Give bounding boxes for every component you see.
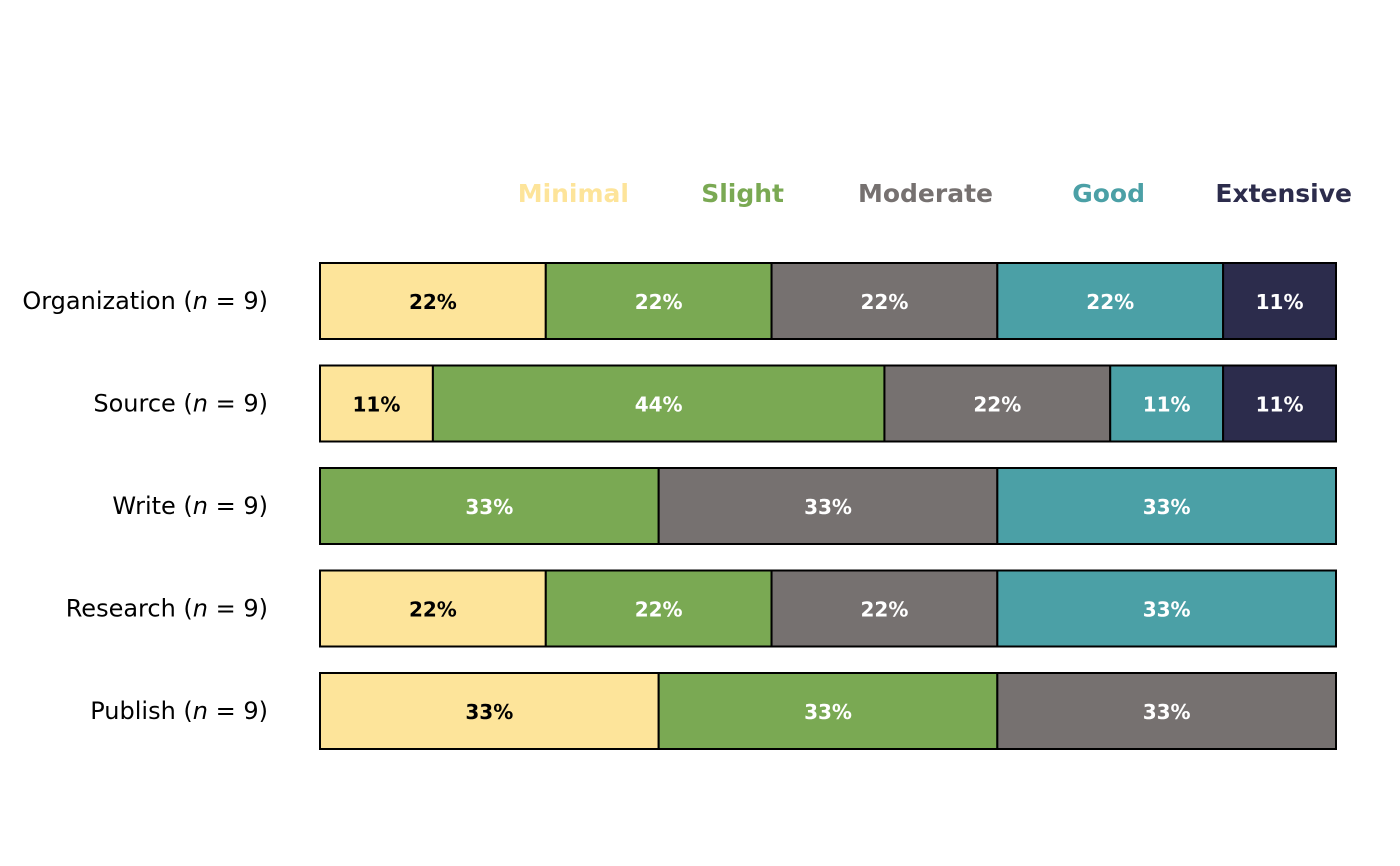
bar-segment-research-minimal <box>319 569 547 648</box>
row-label-write: Write (n = 9) <box>112 492 268 520</box>
data-label-write-slight: 33% <box>465 495 513 519</box>
data-label-organization-moderate: 22% <box>861 290 909 314</box>
bar-segment-source-slight <box>431 364 886 443</box>
bar-segment-publish-minimal <box>319 672 660 750</box>
row-labels: Organization (n = 9) Source (n = 9) Write … <box>22 287 268 725</box>
bar-segment-write-good <box>996 467 1337 545</box>
bar-segment-source-good <box>1109 364 1225 443</box>
legend-item-moderate: Moderate <box>858 179 993 208</box>
bar-row-organization: 22% 22% 22% 22% 11% <box>319 262 1337 340</box>
bars: 22% 22% 22% 22% 11%11% 44% 22% 11% 11%33% 33% 33%2… <box>319 262 1337 750</box>
data-label-publish-minimal: 33% <box>465 700 513 724</box>
legend-item-extensive: Extensive <box>1215 179 1352 208</box>
chart-legend: Minimal Slight Moderate Good Extensive <box>518 179 1352 208</box>
bar-segment-source-extensive <box>1222 364 1337 443</box>
row-label-source: Source (n = 9) <box>93 390 268 418</box>
bar-row-write: 33% 33% 33% <box>319 467 1337 545</box>
data-label-organization-slight: 22% <box>635 290 683 314</box>
data-label-research-good: 33% <box>1143 598 1191 622</box>
bar-segment-organization-extensive <box>1222 262 1337 340</box>
data-label-source-moderate: 22% <box>973 393 1021 417</box>
row-label-organization: Organization (n = 9) <box>22 287 268 315</box>
data-label-research-moderate: 22% <box>861 598 909 622</box>
legend-item-slight: Slight <box>701 179 784 208</box>
data-label-publish-moderate: 33% <box>1143 700 1191 724</box>
data-label-source-minimal: 11% <box>353 393 401 417</box>
data-label-source-extensive: 11% <box>1256 393 1304 417</box>
bar-row-source: 11% 44% 22% 11% 11% <box>319 364 1337 443</box>
legend-item-minimal: Minimal <box>518 179 629 208</box>
row-label-publish: Publish (n = 9) <box>90 697 268 725</box>
data-label-research-slight: 22% <box>635 598 683 622</box>
data-label-research-minimal: 22% <box>409 598 457 622</box>
bar-segment-organization-moderate <box>770 262 999 340</box>
bar-segment-publish-moderate <box>996 672 1337 750</box>
bar-row-publish: 33% 33% 33% <box>319 672 1337 750</box>
bar-segment-source-minimal <box>319 364 434 443</box>
data-label-organization-good: 22% <box>1086 290 1134 314</box>
data-label-publish-slight: 33% <box>804 700 852 724</box>
bar-segment-research-good <box>996 569 1337 648</box>
bar-segment-research-moderate <box>770 569 999 648</box>
data-label-source-good: 11% <box>1143 393 1191 417</box>
data-label-write-moderate: 33% <box>804 495 852 519</box>
legend-item-good: Good <box>1072 179 1145 208</box>
bar-segment-organization-slight <box>544 262 773 340</box>
bar-segment-organization-minimal <box>319 262 547 340</box>
bar-row-research: 22% 22% 22% 33% <box>319 569 1337 648</box>
data-label-source-slight: 44% <box>635 393 683 417</box>
row-label-research: Research (n = 9) <box>66 595 268 623</box>
data-label-organization-minimal: 22% <box>409 290 457 314</box>
data-label-organization-extensive: 11% <box>1256 290 1304 314</box>
bar-segment-write-moderate <box>657 467 999 545</box>
bar-segment-source-moderate <box>883 364 1112 443</box>
bar-segment-publish-slight <box>657 672 999 750</box>
data-label-write-good: 33% <box>1143 495 1191 519</box>
